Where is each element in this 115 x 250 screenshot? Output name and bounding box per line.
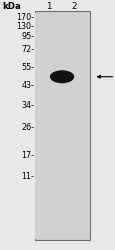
Text: 1: 1 <box>46 2 51 11</box>
Bar <box>34 11 90 240</box>
Text: 170-: 170- <box>16 13 34 22</box>
Bar <box>35 12 89 239</box>
Text: 17-: 17- <box>21 151 34 160</box>
Text: 2: 2 <box>71 2 76 11</box>
Text: kDa: kDa <box>2 2 21 11</box>
Text: 34-: 34- <box>21 101 34 110</box>
Text: 11-: 11- <box>21 172 34 181</box>
Text: 55-: 55- <box>21 64 34 72</box>
Text: 95-: 95- <box>21 32 34 41</box>
Text: 72-: 72- <box>21 46 34 54</box>
Text: 26-: 26- <box>21 122 34 132</box>
Text: 43-: 43- <box>21 81 34 90</box>
Ellipse shape <box>49 70 74 83</box>
Text: 130-: 130- <box>16 22 34 31</box>
